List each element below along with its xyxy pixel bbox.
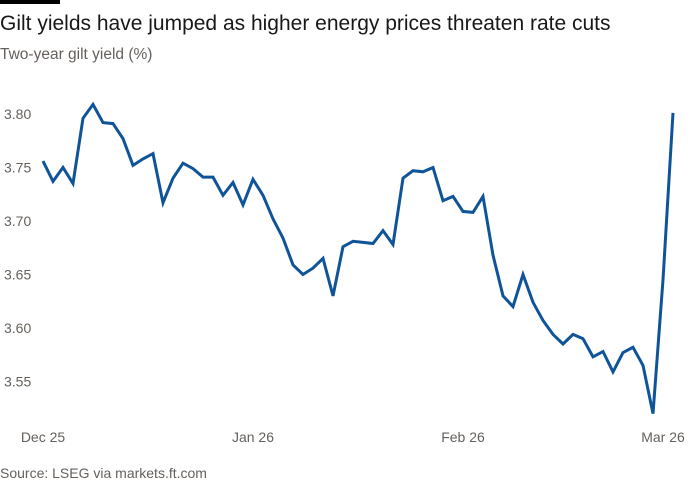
x-tick-label: Feb 26 (441, 429, 485, 445)
line-chart: 3.80 3.75 3.70 3.65 3.60 3.55 Dec 25 Jan 26 Feb… (4, 101, 685, 445)
y-tick-label: 3.55 (4, 374, 31, 390)
chart-subtitle: Two-year gilt yield (%) (0, 46, 153, 63)
plot-area (41, 101, 675, 414)
y-tick-label: 3.70 (4, 213, 31, 229)
x-tick-label: Mar 26 (641, 429, 685, 445)
x-tick-label: Dec 25 (21, 429, 66, 445)
brand-bar (0, 0, 60, 4)
chart-title: Gilt yields have jumped as higher energy… (0, 12, 611, 35)
series-line (41, 101, 675, 414)
y-tick-label: 3.65 (4, 267, 31, 283)
y-axis: 3.80 3.75 3.70 3.65 3.60 3.55 (4, 106, 31, 390)
x-tick-label: Jan 26 (232, 429, 274, 445)
x-axis: Dec 25 Jan 26 Feb 26 Mar 26 (21, 429, 685, 445)
y-tick-label: 3.75 (4, 160, 31, 176)
y-tick-label: 3.80 (4, 106, 31, 122)
source-note: Source: LSEG via markets.ft.com (0, 465, 207, 481)
y-tick-label: 3.60 (4, 320, 31, 336)
